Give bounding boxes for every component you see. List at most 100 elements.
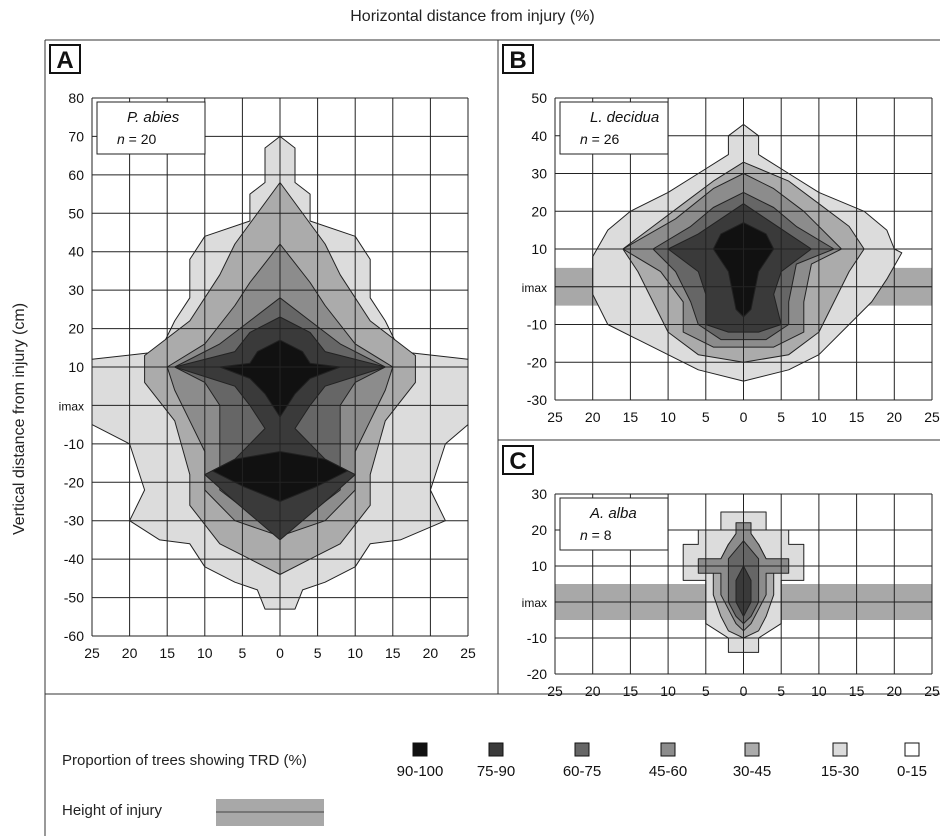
x-tick-label: 5 xyxy=(777,683,785,699)
x-tick-label: 10 xyxy=(660,683,676,699)
legend-swatch xyxy=(832,742,848,757)
y-tick-label: 60 xyxy=(68,167,84,183)
x-tick-label: 15 xyxy=(849,409,865,425)
x-tick-label: 15 xyxy=(385,645,401,661)
y-tick-label: -30 xyxy=(527,392,547,408)
y-tick-label: 50 xyxy=(531,90,547,106)
y-tick-label: -10 xyxy=(64,436,84,452)
y-tick-label: -20 xyxy=(527,666,547,682)
x-tick-label: 10 xyxy=(660,409,676,425)
x-tick-label: 25 xyxy=(547,683,563,699)
x-tick-label: 15 xyxy=(623,683,639,699)
panel-tag-box xyxy=(49,44,81,74)
x-tick-label: 20 xyxy=(887,683,903,699)
legend-injury-label: Height of injury xyxy=(62,802,163,819)
species-box xyxy=(559,497,669,551)
x-tick-label: 20 xyxy=(585,409,601,425)
x-tick-label: 20 xyxy=(887,409,903,425)
species-name: P. abies xyxy=(127,109,180,126)
y-tick-label: -10 xyxy=(527,630,547,646)
x-tick-label: 10 xyxy=(347,645,363,661)
x-tick-label: 20 xyxy=(423,645,439,661)
legend-swatch-label: 0-15 xyxy=(897,763,927,780)
y-tick-label: 10 xyxy=(531,241,547,257)
y-tick-label: 50 xyxy=(68,205,84,221)
x-tick-label: 20 xyxy=(585,683,601,699)
sample-size: n = 20 xyxy=(117,131,157,147)
y-tick-label: 80 xyxy=(68,90,84,106)
y-tick-label: 30 xyxy=(68,282,84,298)
legend-swatch-label: 90-100 xyxy=(397,763,444,780)
x-tick-label: 10 xyxy=(811,409,827,425)
x-tick-label: 5 xyxy=(314,645,322,661)
x-tick-label: 15 xyxy=(623,409,639,425)
y-tick-label: imax xyxy=(522,596,547,610)
x-tick-label: 5 xyxy=(702,683,710,699)
species-box xyxy=(96,101,206,155)
y-tick-label: -10 xyxy=(527,317,547,333)
legend-proportion-label: Proportion of trees showing TRD (%) xyxy=(62,752,307,769)
legend-swatch xyxy=(574,742,590,757)
y-tick-label: imax xyxy=(59,399,84,413)
y-tick-label: 70 xyxy=(68,128,84,144)
legend-swatch xyxy=(904,742,920,757)
y-tick-label: 20 xyxy=(68,321,84,337)
y-tick-label: -20 xyxy=(527,354,547,370)
x-tick-label: 15 xyxy=(159,645,175,661)
y-tick-label: 30 xyxy=(531,166,547,182)
y-tick-label: 40 xyxy=(531,128,547,144)
grid xyxy=(554,493,933,675)
legend-item: 60-75 xyxy=(563,742,601,780)
x-tick-label: 15 xyxy=(849,683,865,699)
species-box xyxy=(559,101,669,155)
y-tick-label: -60 xyxy=(64,628,84,644)
panel-letter: C xyxy=(509,448,526,475)
y-tick-label: 40 xyxy=(68,244,84,260)
grid xyxy=(554,97,933,401)
legend-item: 90-100 xyxy=(397,742,444,780)
y-tick-label: 20 xyxy=(531,203,547,219)
panel-letter: B xyxy=(509,47,526,74)
y-tick-label: -20 xyxy=(64,474,84,490)
legend-item: 45-60 xyxy=(649,742,687,780)
y-tick-label: -40 xyxy=(64,551,84,567)
x-tick-label: 25 xyxy=(924,409,940,425)
legend-swatch xyxy=(488,742,504,757)
y-tick-label: 10 xyxy=(531,558,547,574)
legend-swatch xyxy=(660,742,676,757)
y-tick-label: 20 xyxy=(531,522,547,538)
legend-item: 75-90 xyxy=(477,742,515,780)
legend-item: 15-30 xyxy=(821,742,859,780)
x-tick-label: 25 xyxy=(924,683,940,699)
y-tick-label: -50 xyxy=(64,590,84,606)
x-tick-label: 20 xyxy=(122,645,138,661)
y-tick-label: -30 xyxy=(64,513,84,529)
x-tick-label: 25 xyxy=(84,645,100,661)
x-tick-label: 10 xyxy=(811,683,827,699)
legend-swatch-label: 45-60 xyxy=(649,763,687,780)
y-tick-label: 10 xyxy=(68,359,84,375)
x-tick-label: 25 xyxy=(547,409,563,425)
panel-tag-box xyxy=(502,44,534,74)
legend-swatch xyxy=(744,742,760,757)
x-tick-label: 25 xyxy=(460,645,476,661)
x-tick-label: 0 xyxy=(740,683,748,699)
x-tick-label: 5 xyxy=(702,409,710,425)
x-tick-label: 5 xyxy=(777,409,785,425)
legend-swatch-label: 60-75 xyxy=(563,763,601,780)
legend-swatch xyxy=(412,742,428,757)
legend-item: 0-15 xyxy=(897,742,927,780)
legend-item: 30-45 xyxy=(733,742,771,780)
sample-size: n = 26 xyxy=(580,131,620,147)
legend-swatch-label: 30-45 xyxy=(733,763,771,780)
species-name: L. decidua xyxy=(590,109,659,126)
legend-swatch-label: 15-30 xyxy=(821,763,859,780)
legend-swatch-label: 75-90 xyxy=(477,763,515,780)
figure-frame xyxy=(44,39,940,836)
x-tick-label: 5 xyxy=(239,645,247,661)
panel-A: P. abies n = 20 80 70 60 50 40 30 20 10 imax -10 -20… xyxy=(49,44,476,661)
grid xyxy=(91,97,469,637)
